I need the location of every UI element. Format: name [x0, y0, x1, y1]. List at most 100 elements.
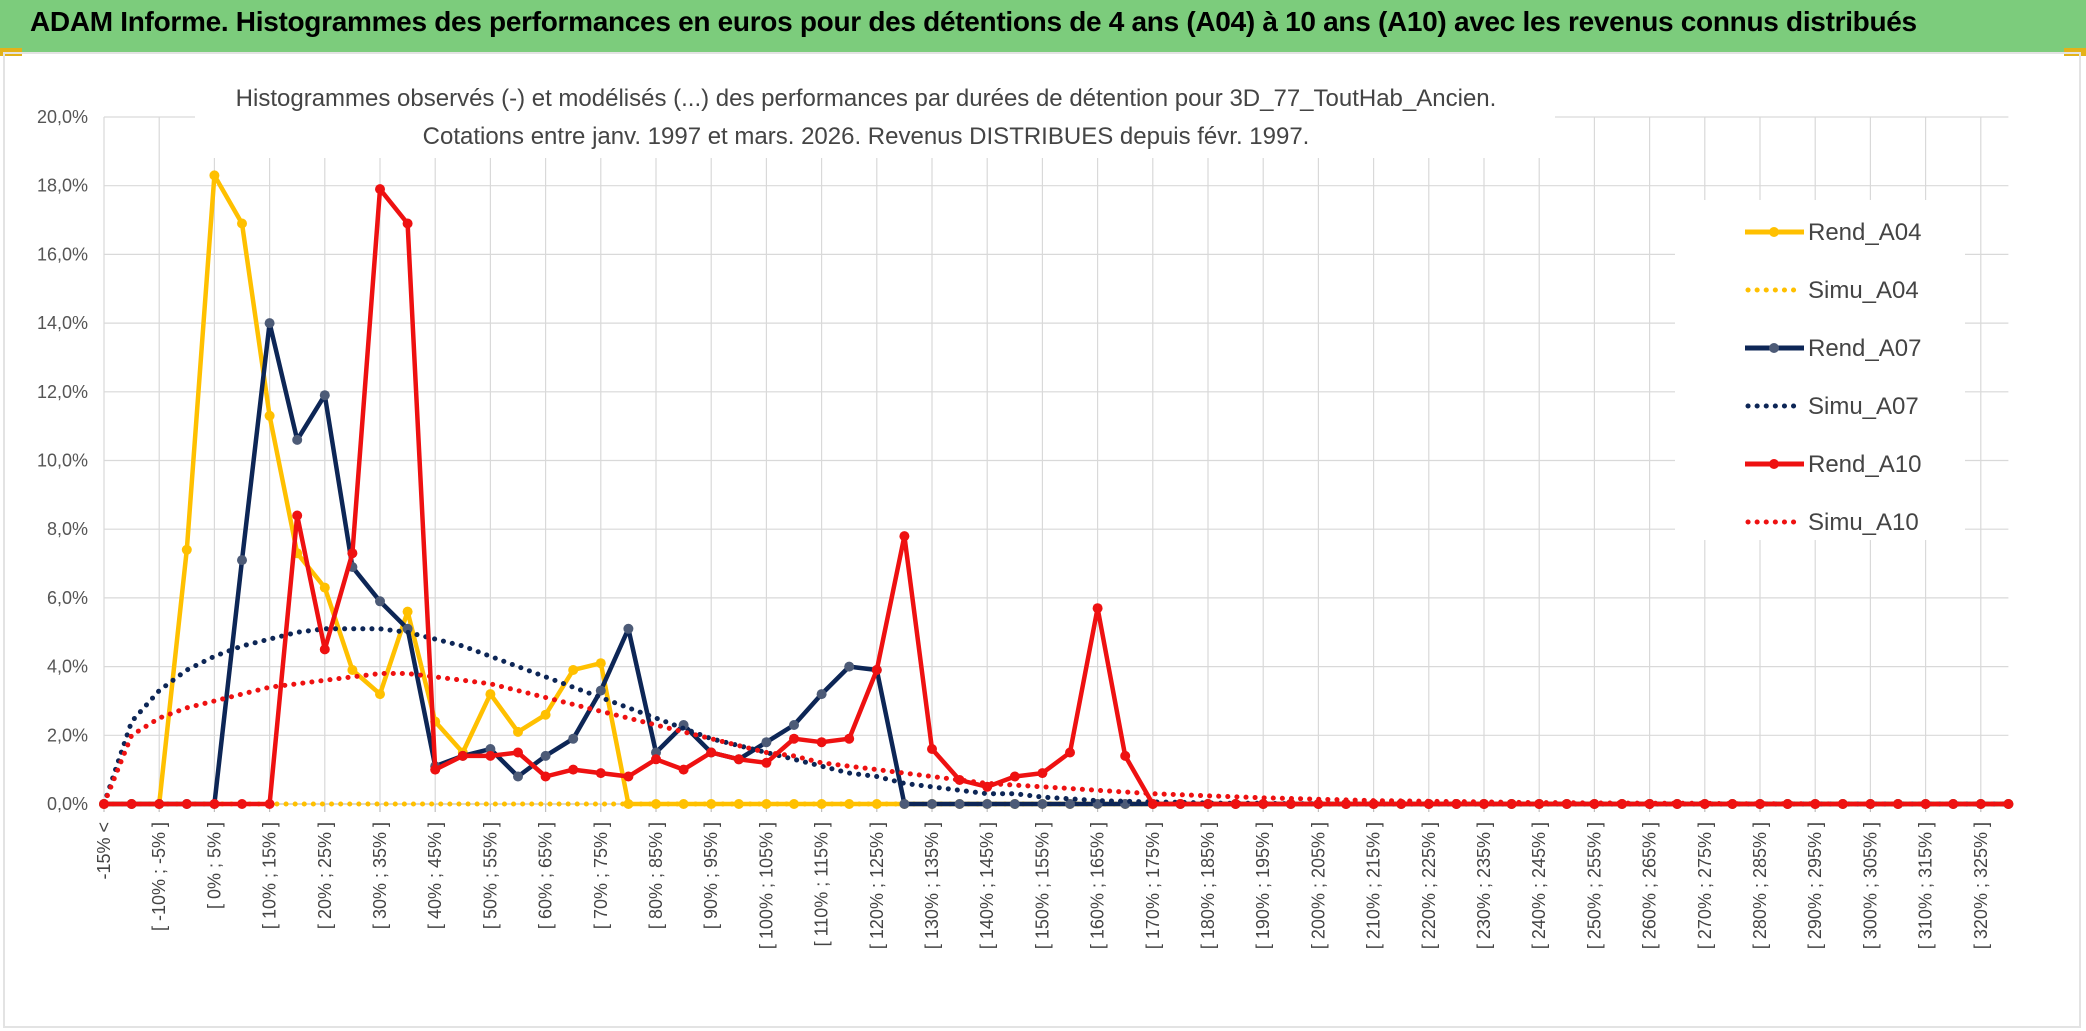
- data-point-rend-a10: [126, 799, 137, 809]
- data-point-rend-a10: [733, 754, 744, 765]
- data-point-rend-a04: [513, 726, 523, 737]
- legend-label-simu-a04: Simu_A04: [1808, 277, 1919, 304]
- x-tick-label: [ 80% ; 85% ]: [646, 822, 666, 929]
- x-tick-label: [ -10% ; -5% ]: [149, 822, 169, 931]
- data-point-rend-a10: [457, 750, 468, 761]
- data-point-rend-a10: [816, 737, 827, 748]
- data-point-rend-a10: [706, 747, 717, 758]
- x-tick-label: [ 40% ; 45% ]: [425, 822, 445, 929]
- legend-label-rend-a07: Rend_A07: [1808, 335, 1921, 362]
- data-point-rend-a10: [595, 768, 606, 779]
- chart-series: [99, 170, 2014, 809]
- chart-title-line-2: Cotations entre janv. 1997 et mars. 2026…: [423, 123, 1310, 150]
- x-tick-label: [ 320% ; 325% ]: [1971, 822, 1991, 949]
- x-tick-label: [ 150% ; 155% ]: [1032, 822, 1052, 949]
- x-tick-label: [ 10% ; 15% ]: [260, 822, 280, 929]
- y-tick-label: 0,0%: [47, 794, 88, 814]
- data-point-rend-a10: [264, 799, 275, 809]
- x-tick-label: [ 50% ; 55% ]: [480, 822, 500, 929]
- data-point-rend-a10: [1175, 799, 1186, 809]
- report-title: ADAM Informe. Histogrammes des performan…: [30, 6, 1917, 37]
- data-point-rend-a10: [154, 799, 165, 809]
- data-point-rend-a10: [485, 750, 496, 761]
- data-point-rend-a10: [181, 799, 192, 809]
- data-point-rend-a07: [927, 799, 937, 809]
- data-point-rend-a07: [844, 661, 855, 672]
- data-point-rend-a07: [1037, 799, 1048, 809]
- x-tick-label: [ 160% ; 165% ]: [1088, 822, 1108, 949]
- x-tick-label: [ 200% ; 205% ]: [1308, 822, 1328, 949]
- data-point-rend-a10: [402, 218, 413, 229]
- x-tick-label: [ 190% ; 195% ]: [1253, 822, 1273, 949]
- data-point-rend-a10: [899, 531, 910, 542]
- x-tick-label: [ 60% ; 65% ]: [536, 822, 556, 929]
- data-point-rend-a07: [623, 623, 634, 634]
- data-point-rend-a10: [651, 754, 661, 765]
- data-point-rend-a10: [540, 771, 551, 782]
- data-point-rend-a07: [816, 689, 827, 700]
- x-tick-label: [ 30% ; 35% ]: [370, 822, 390, 929]
- data-point-rend-a10: [1009, 771, 1020, 782]
- data-point-rend-a10: [927, 744, 937, 754]
- data-point-rend-a10: [209, 799, 220, 809]
- data-point-rend-a10: [1037, 768, 1048, 779]
- data-point-rend-a04: [375, 689, 385, 700]
- x-tick-label: [ 70% ; 75% ]: [591, 822, 611, 929]
- data-point-rend-a10: [1285, 799, 1296, 809]
- data-point-rend-a04: [264, 410, 275, 421]
- chart-legend: Rend_A04 Simu_A04 Rend_A07 Simu_A07 Rend_A10…: [1675, 200, 1965, 540]
- legend-label-rend-a10: Rend_A10: [1808, 451, 1921, 478]
- x-tick-label: [ 210% ; 215% ]: [1364, 822, 1384, 949]
- data-point-rend-a04: [347, 665, 358, 675]
- data-point-rend-a10: [1865, 799, 1876, 809]
- data-point-rend-a07: [1009, 799, 1020, 809]
- data-point-rend-a10: [761, 757, 772, 768]
- data-point-rend-a10: [789, 733, 799, 744]
- data-point-rend-a10: [1230, 799, 1241, 809]
- x-tick-label: [ 90% ; 95% ]: [701, 822, 721, 929]
- x-tick-label: [ 280% ; 285% ]: [1750, 822, 1770, 949]
- data-point-rend-a07: [982, 799, 993, 809]
- x-tick-label: [ 220% ; 225% ]: [1419, 822, 1439, 949]
- x-tick-label: [ 310% ; 315% ]: [1916, 822, 1936, 949]
- y-axis: 0,0% 2,0% 4,0% 6,0% 8,0% 10,0% 12,0% 14,0% 16,0%…: [37, 107, 88, 814]
- data-point-rend-a04: [319, 582, 330, 593]
- x-tick-label: [ 270% ; 275% ]: [1695, 822, 1715, 949]
- data-point-rend-a10: [1092, 603, 1103, 614]
- x-tick-label: [ 230% ; 235% ]: [1474, 822, 1494, 949]
- data-point-rend-a10: [1755, 799, 1765, 809]
- x-tick-label: [ 290% ; 295% ]: [1805, 822, 1825, 949]
- chart-title-line-1: Histogrammes observés (-) et modélisés (…: [236, 85, 1497, 112]
- data-point-rend-a07: [485, 744, 496, 754]
- data-point-rend-a10: [1727, 799, 1738, 809]
- y-tick-label: 4,0%: [47, 657, 88, 677]
- legend-marker-rend-a07: [1769, 343, 1779, 353]
- data-point-rend-a10: [430, 764, 441, 775]
- data-point-rend-a04: [651, 799, 661, 809]
- data-point-rend-a10: [954, 775, 965, 785]
- x-tick-label: [ 100% ; 105% ]: [756, 822, 776, 949]
- x-tick-label: [ 20% ; 25% ]: [315, 822, 335, 929]
- data-point-rend-a10: [1837, 799, 1848, 809]
- data-point-rend-a10: [623, 771, 634, 782]
- x-tick-label: [ 170% ; 175% ]: [1143, 822, 1163, 949]
- data-point-rend-a04: [209, 170, 220, 181]
- series-line-simu-a07: [101, 626, 2011, 807]
- y-tick-label: 12,0%: [37, 382, 88, 402]
- data-point-rend-a10: [844, 733, 855, 744]
- data-point-rend-a07: [540, 750, 551, 761]
- data-point-rend-a10: [2003, 799, 2014, 809]
- chart-frame: [3, 52, 2081, 1028]
- data-point-rend-a10: [1203, 799, 1213, 809]
- data-point-rend-a10: [513, 747, 523, 758]
- data-point-rend-a04: [485, 689, 496, 700]
- y-tick-label: 20,0%: [37, 107, 88, 127]
- data-point-rend-a10: [292, 510, 303, 521]
- x-tick-label: [ 110% ; 115% ]: [812, 822, 832, 946]
- x-tick-label: [ 300% ; 305% ]: [1860, 822, 1880, 949]
- legend-marker-rend-a10: [1769, 459, 1779, 469]
- data-point-rend-a07: [899, 799, 910, 809]
- legend-background: [1675, 200, 1965, 540]
- data-point-rend-a04: [678, 799, 689, 809]
- data-point-rend-a10: [375, 184, 385, 195]
